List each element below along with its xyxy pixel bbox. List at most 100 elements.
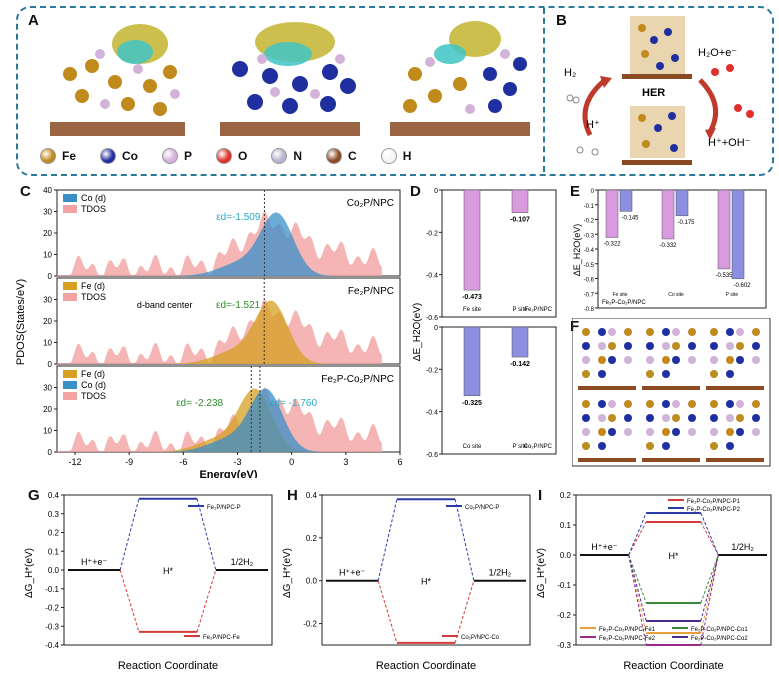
panel-label-a: A [28, 12, 39, 29]
system-label: Co₂P/NPC [524, 444, 553, 450]
panel-label-i: I [538, 487, 543, 504]
atom [646, 400, 654, 408]
atom [752, 342, 760, 350]
y-tick-label: 0 [48, 360, 53, 369]
panel-a-structures [50, 21, 530, 136]
chart-frame [321, 494, 531, 646]
y-tick-label: 0.2 [560, 491, 572, 500]
atom [598, 428, 606, 436]
bar [675, 189, 689, 217]
atom [662, 442, 670, 450]
legend-label: Co (d) [81, 380, 106, 390]
state-label: H⁺+e⁻ [339, 568, 366, 578]
atom [646, 428, 654, 436]
atom [752, 400, 760, 408]
y-tick-label: 0.1 [48, 547, 60, 556]
y-tick-label: -0.1 [584, 204, 595, 210]
atom-legend: Fe Co P O N C H [40, 148, 411, 164]
atom [672, 428, 680, 436]
category-label: Co site [463, 444, 482, 450]
y-tick-label: -0.6 [584, 278, 595, 284]
atom [608, 428, 616, 436]
atom [688, 328, 696, 336]
y-tick-label: -0.4 [426, 273, 438, 280]
atom-fe-icon [40, 148, 56, 164]
connector-line [119, 498, 140, 571]
y-tick-label: -0.7 [584, 292, 595, 298]
category-label: P site [513, 444, 529, 450]
y-tick-label: -0.1 [557, 581, 571, 590]
state-label: H* [421, 577, 431, 587]
substrate [706, 386, 764, 390]
atom-legend-item: Fe [40, 148, 76, 164]
atom [624, 400, 632, 408]
state-label: 1/2H₂ [731, 542, 754, 552]
atom-c-icon [326, 148, 343, 164]
system-label: Fe₂P/NPC [524, 307, 552, 313]
y-tick-label: -0.3 [45, 622, 59, 631]
state-label: H⁺+e⁻ [591, 542, 618, 552]
y-tick-label: 10 [43, 339, 52, 348]
legend-label: Fe (d) [81, 369, 105, 379]
y-tick-label: 30 [43, 208, 52, 217]
atom [598, 342, 606, 350]
connector-line [700, 554, 719, 634]
y-tick-label: 10 [43, 427, 52, 436]
atom [582, 442, 590, 450]
connector-line [628, 521, 647, 556]
atom [646, 342, 654, 350]
atom [582, 414, 590, 422]
atom [688, 414, 696, 422]
pdos-area [147, 388, 364, 452]
y-tick-label: 30 [43, 296, 52, 305]
atom-h-icon [380, 148, 397, 164]
panel-ab-divider [543, 8, 545, 172]
y-tick-label: -0.5 [584, 263, 595, 269]
atom [710, 342, 718, 350]
atom [672, 414, 680, 422]
category-label: Fe site [612, 292, 627, 298]
atom-legend-item: H [380, 148, 411, 164]
panel-label-h: H [287, 487, 298, 504]
x-tick-label: -12 [69, 457, 82, 467]
hplus-label: H⁺ [586, 119, 600, 131]
atom [688, 342, 696, 350]
panel-b-her-diagram: H₂ H⁺ HER H₂O+e⁻ H⁺+OH⁻ [564, 16, 754, 165]
structure-fe2p-co2p [390, 21, 530, 136]
y-tick-label: -0.2 [584, 219, 595, 225]
state-label: H* [163, 566, 173, 576]
legend-label: Co₂P/NPC-Co [461, 635, 500, 641]
y-axis-label: ΔE_H2O(eV) [572, 224, 582, 277]
atom [608, 400, 616, 408]
y-tick-label: 0.0 [560, 551, 572, 560]
atom-o-icon [216, 148, 233, 164]
subplot-title: Co₂P/NPC [347, 198, 394, 209]
panel-label-e: E [570, 183, 581, 200]
atom [662, 356, 670, 364]
y-tick-label: 0.0 [48, 566, 60, 575]
x-axis-label: Reaction Coordinate [623, 660, 723, 672]
y-axis-label: ΔG_H*(eV) [282, 548, 293, 598]
legend-label: Fe₂P-Co₂P/NPC-Fe2 [599, 636, 656, 642]
category-label: Co site [668, 292, 684, 298]
bar-value-label: -0.142 [510, 361, 530, 368]
bar-value-label: -0.602 [733, 283, 751, 289]
legend-label: TDOS [81, 292, 106, 302]
atom-legend-label: O [238, 149, 248, 163]
bar [619, 189, 633, 212]
connector-line [196, 498, 217, 571]
arrow-down-icon [698, 78, 719, 134]
bar-value-label: -0.473 [462, 294, 482, 301]
atom [582, 328, 590, 336]
legend-swatch [63, 205, 77, 213]
category-label: Fe site [463, 307, 482, 313]
y-tick-label: 0 [434, 188, 438, 195]
bar-value-label: -0.325 [462, 400, 482, 407]
chart-e-adsorption: 0 -0.1 -0.2 -0.3 -0.4 -0.5 -0.6 -0.7 -0.8 -0.322 -… [572, 189, 767, 313]
y-tick-label: -0.2 [557, 611, 571, 620]
panel-label-f: F [570, 318, 580, 335]
y-tick-label: -0.2 [426, 367, 438, 374]
bar [511, 326, 529, 358]
bar-value-label: -0.107 [510, 217, 530, 224]
